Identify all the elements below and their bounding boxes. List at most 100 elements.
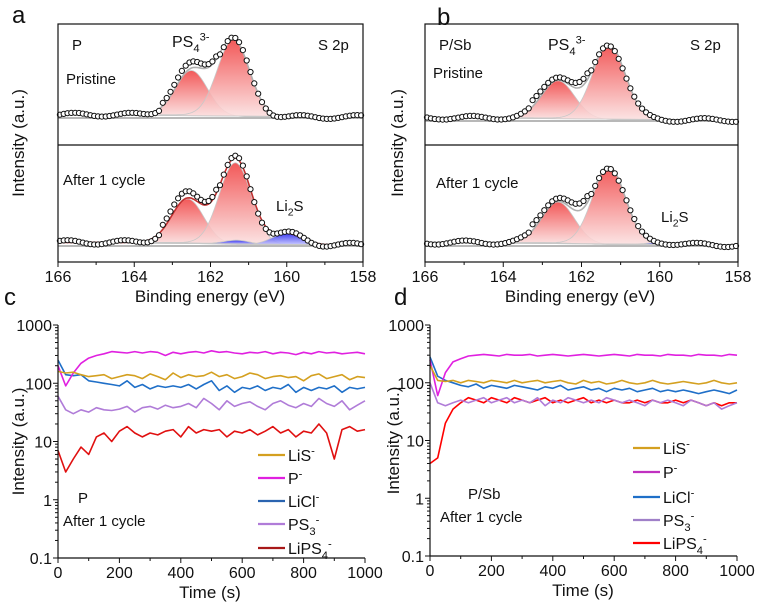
condition-label: After 1 cycle [63, 513, 146, 530]
data-point-marker [525, 105, 532, 112]
legend-label-licl-base: LiCl [288, 494, 316, 511]
series-line-licl [57, 359, 366, 394]
data-point-marker [167, 88, 174, 95]
legend-label-licl: LiCl- [288, 491, 320, 511]
panel-c: 0 200 400 600 800 100010001001010.1LiS-P-LiCl… [4, 284, 383, 602]
series-line-p [429, 353, 738, 397]
legend-label-ps3: PS3- [663, 510, 695, 534]
data-point-marker [521, 108, 528, 115]
data-point-marker [592, 182, 599, 189]
data-point-marker [167, 208, 174, 215]
x-axis-title: Binding energy (eV) [135, 287, 285, 306]
data-point-marker [251, 80, 258, 87]
data-point-marker [607, 43, 614, 50]
sample-label: P/Sb [468, 486, 501, 503]
data-point-marker [255, 210, 262, 217]
data-point-marker [182, 62, 189, 69]
sample-label: P [72, 37, 82, 54]
ps4-annotation-superscript: 3- [576, 34, 586, 46]
y-tick-label: 10 [34, 435, 52, 452]
series-line-ps3 [429, 382, 738, 410]
x-tick-label: 166 [45, 269, 72, 286]
legend-label-ps3-base: PS [288, 517, 309, 534]
data-point-marker [175, 195, 182, 202]
panel-label: b [437, 4, 450, 31]
data-point-marker [243, 57, 250, 64]
ps4-annotation-base: PS [172, 34, 193, 51]
legend-label-lips4-superscript: - [328, 538, 332, 550]
legend-label-lis: LiS- [663, 438, 690, 458]
data-point-marker [171, 81, 178, 88]
ps4-annotation-base: PS [548, 37, 569, 54]
x-tick-label: 158 [725, 269, 752, 286]
legend-label-lips4-subscript: 4 [697, 545, 703, 557]
legend-label-ps3-subscript: 3 [684, 522, 690, 534]
data-point-marker [239, 47, 246, 54]
legend-label-lis-superscript: - [686, 438, 690, 450]
data-point-marker [529, 221, 536, 228]
y-tick-label: 100 [397, 376, 424, 393]
data-point-marker [152, 235, 159, 242]
li2s-annotation: Li2S [661, 209, 689, 230]
data-point-marker [732, 242, 740, 250]
legend-label-p-superscript: - [299, 468, 303, 480]
x-tick-label: 1000 [719, 563, 755, 580]
data-point-marker [220, 171, 227, 178]
data-point-marker [159, 99, 166, 106]
data-point-marker [163, 94, 170, 102]
li2s-annotation-base: Li [276, 198, 288, 215]
condition-label: Pristine [433, 65, 483, 82]
li2s-annotation-tail: S [294, 198, 304, 215]
li2s-annotation-tail: S [679, 209, 689, 226]
y-tick-label: 0.1 [402, 549, 424, 566]
legend-label-lis: LiS- [288, 445, 315, 465]
data-point-marker [639, 228, 646, 235]
data-point-marker [525, 229, 532, 236]
data-point-marker [224, 38, 231, 45]
y-tick-label: 0.1 [30, 551, 52, 568]
data-point-marker [155, 107, 163, 115]
data-point-marker [611, 48, 618, 55]
condition-label: After 1 cycle [436, 175, 519, 192]
data-point-marker [262, 225, 269, 232]
panel-label: c [4, 284, 16, 311]
sample-label: P [78, 490, 88, 507]
data-point-marker [619, 65, 626, 72]
data-point-marker [533, 217, 540, 224]
x-tick-label: 160 [273, 269, 300, 286]
legend-label-ps3-subscript: 3 [309, 526, 315, 538]
ps4-annotation-superscript: 3- [200, 31, 210, 43]
data-point-marker [171, 201, 178, 208]
legend-label-licl-base: LiCl [663, 490, 691, 507]
data-point-marker [623, 197, 630, 204]
data-point-marker [209, 58, 216, 65]
data-point-marker [631, 215, 638, 223]
data-point-marker [155, 232, 163, 239]
data-point-marker [529, 97, 536, 104]
legend-label-lis-base: LiS [288, 448, 311, 465]
data-point-marker [258, 219, 266, 226]
x-tick-label: 162 [568, 269, 595, 286]
x-tick-label: 164 [121, 269, 148, 286]
data-point-marker [216, 182, 224, 189]
x-axis-title: Time (s) [552, 581, 614, 600]
data-point-marker [236, 39, 243, 46]
data-point-marker [194, 193, 201, 200]
data-point-marker [588, 67, 595, 74]
panel-label: d [394, 284, 407, 311]
data-point-marker [580, 197, 587, 205]
x-tick-label: 600 [601, 563, 628, 580]
x-tick-label: 162 [197, 269, 224, 286]
data-point-marker [631, 93, 638, 100]
data-point-marker [262, 105, 269, 112]
panel-label: a [12, 2, 26, 29]
data-point-marker [541, 83, 548, 91]
data-point-marker [220, 44, 227, 51]
data-point-marker [576, 78, 583, 86]
legend-label-ps3-superscript: - [691, 510, 695, 522]
data-point-marker [247, 68, 254, 76]
data-point-marker [247, 186, 254, 193]
li2s-annotation-base: Li [661, 209, 673, 226]
data-point-marker [224, 161, 231, 168]
legend-label-lips4-base: LiPS [288, 541, 322, 558]
